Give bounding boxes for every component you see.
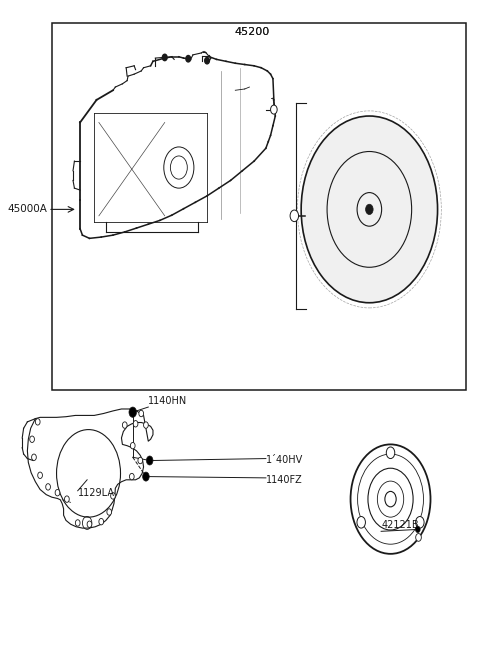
Circle shape <box>36 419 40 425</box>
Circle shape <box>357 516 365 528</box>
Circle shape <box>138 457 143 464</box>
Circle shape <box>290 210 299 221</box>
Circle shape <box>416 533 421 541</box>
Text: 45200: 45200 <box>234 28 269 37</box>
Text: 1129LA: 1129LA <box>78 487 115 498</box>
Circle shape <box>146 456 153 465</box>
Circle shape <box>131 442 135 449</box>
Circle shape <box>55 489 60 496</box>
Circle shape <box>139 410 144 417</box>
Circle shape <box>87 521 92 528</box>
Circle shape <box>301 116 438 303</box>
Text: 45200: 45200 <box>234 28 269 37</box>
Circle shape <box>204 57 209 64</box>
Circle shape <box>186 55 191 62</box>
Circle shape <box>133 420 138 427</box>
Circle shape <box>107 509 111 515</box>
Circle shape <box>271 105 277 114</box>
Circle shape <box>30 436 35 442</box>
Circle shape <box>122 422 127 428</box>
Circle shape <box>386 447 395 459</box>
Circle shape <box>38 472 42 478</box>
Circle shape <box>64 496 69 503</box>
Circle shape <box>144 422 148 428</box>
Circle shape <box>129 407 136 417</box>
Circle shape <box>143 472 149 481</box>
Text: 1140FZ: 1140FZ <box>266 475 302 485</box>
Bar <box>52 23 466 390</box>
Text: 45000A: 45000A <box>7 204 47 214</box>
Circle shape <box>75 520 80 526</box>
Text: 1140HN: 1140HN <box>148 396 188 406</box>
Circle shape <box>162 55 167 60</box>
Text: 42121B: 42121B <box>381 520 419 530</box>
Text: 1´40HV: 1´40HV <box>266 455 303 466</box>
Circle shape <box>32 454 36 461</box>
Circle shape <box>416 516 424 528</box>
Circle shape <box>366 204 373 215</box>
Circle shape <box>416 526 420 533</box>
Circle shape <box>110 493 115 499</box>
Circle shape <box>99 518 104 525</box>
Circle shape <box>130 473 134 480</box>
Circle shape <box>46 484 50 490</box>
